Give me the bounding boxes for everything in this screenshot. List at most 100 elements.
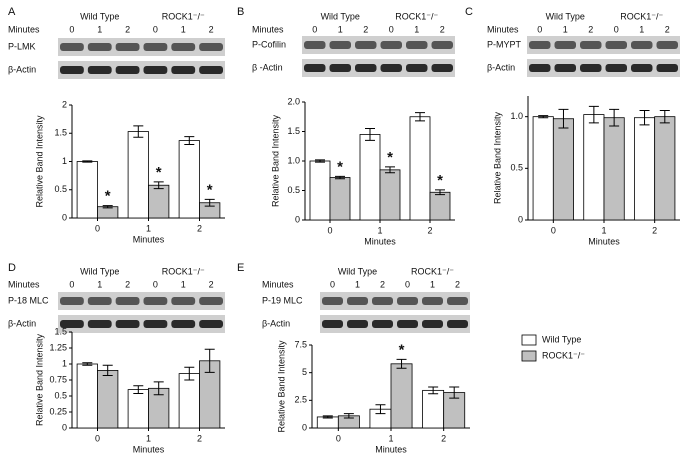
error-bar <box>204 198 215 207</box>
x-tick-label: 2 <box>441 433 446 443</box>
lane-label: 0 <box>389 24 394 34</box>
blot-band <box>143 297 168 305</box>
lane-label: 2 <box>125 24 130 34</box>
blot-band <box>171 297 196 305</box>
blot-band <box>304 41 326 49</box>
significance-mark: * <box>399 341 405 358</box>
blot-band <box>304 64 326 72</box>
blot-band <box>605 41 627 49</box>
blot-row-label: β-Actin <box>262 318 290 328</box>
x-tick-label: 0 <box>336 433 341 443</box>
y-tick-label: 1.5 <box>287 126 300 136</box>
blot-band <box>380 64 402 72</box>
error-bar <box>385 166 395 174</box>
error-bar <box>609 108 620 127</box>
y-tick-label: 0 <box>295 214 300 224</box>
blot-group-label: Wild Type <box>546 11 585 21</box>
blot-band <box>87 66 112 74</box>
blot-band <box>580 64 602 72</box>
blot-strip <box>527 36 680 54</box>
lane-label: 0 <box>330 279 335 289</box>
bar <box>97 369 119 429</box>
bar <box>76 363 98 429</box>
y-axis-label: Relative Band Intensity <box>34 115 44 208</box>
lane-label: 1 <box>181 24 186 34</box>
blot-group-label: ROCK1⁻/⁻ <box>411 266 454 276</box>
blot-band <box>115 320 140 328</box>
bar <box>634 117 656 221</box>
lane-label: 2 <box>440 24 445 34</box>
x-tick-label: 0 <box>95 433 100 443</box>
lane-label: 1 <box>97 279 102 289</box>
blot-strip <box>58 315 225 333</box>
lane-label: 1 <box>338 24 343 34</box>
lane-label: 0 <box>153 279 158 289</box>
lane-label: 2 <box>665 24 670 34</box>
blot-band <box>143 320 168 328</box>
x-tick-label: 1 <box>388 433 393 443</box>
y-axis-label: Relative Band Intensity <box>34 333 44 426</box>
blot-band <box>631 64 653 72</box>
x-tick-label: 2 <box>652 225 657 235</box>
blot-row-label: P-LMK <box>8 41 36 51</box>
blot-band <box>422 297 443 305</box>
y-tick-label: 1.25 <box>49 342 67 352</box>
blot-band <box>143 43 168 51</box>
significance-mark: * <box>105 188 111 205</box>
bar <box>127 131 149 219</box>
error-bar <box>538 115 549 119</box>
blot-band <box>87 297 112 305</box>
bar <box>178 373 200 429</box>
blot-row-label: P-18 MLC <box>8 295 49 305</box>
lane-label: 0 <box>537 24 542 34</box>
x-tick-label: 1 <box>377 225 382 235</box>
x-tick-label: 0 <box>551 225 556 235</box>
blot-strip <box>302 36 455 54</box>
blot-row-label: β-Actin <box>487 62 515 72</box>
error-bar <box>659 109 670 124</box>
error-bar <box>415 112 425 122</box>
bar <box>390 363 413 429</box>
error-bar <box>184 136 195 146</box>
bar <box>603 117 625 221</box>
lane-label: 1 <box>355 279 360 289</box>
blot-header: Minutes <box>8 24 40 34</box>
blot-strip <box>58 61 225 79</box>
lane-label: 0 <box>312 24 317 34</box>
bar <box>178 140 200 219</box>
y-tick-label: 7.5 <box>294 339 307 349</box>
lane-label: 0 <box>69 24 74 34</box>
bar <box>654 116 676 221</box>
lane-label: 1 <box>639 24 644 34</box>
blot-band <box>329 64 351 72</box>
y-tick-label: 0.5 <box>510 163 523 173</box>
lane-label: 1 <box>430 279 435 289</box>
blot-band <box>143 66 168 74</box>
significance-mark: * <box>337 158 343 175</box>
blot-band <box>115 297 140 305</box>
error-bar <box>133 385 144 394</box>
legend-swatch <box>521 334 537 346</box>
error-bar <box>315 159 325 163</box>
blot-header: Minutes <box>8 279 40 289</box>
x-tick-label: 1 <box>146 223 151 233</box>
bar <box>359 134 381 221</box>
blot-band <box>529 64 551 72</box>
blot-band <box>406 41 428 49</box>
error-bar <box>184 366 195 381</box>
blot-band <box>631 41 653 49</box>
blot-band <box>60 320 84 328</box>
blot-band <box>554 64 576 72</box>
bar <box>76 161 98 219</box>
y-tick-label: 1.0 <box>510 111 523 121</box>
bar <box>329 177 351 221</box>
blot-band <box>656 64 678 72</box>
error-bar <box>102 364 113 377</box>
blot-band <box>355 41 377 49</box>
blot-band <box>529 41 551 49</box>
blot-row-label: β-Actin <box>8 318 36 328</box>
x-axis-label: Minutes <box>133 444 165 454</box>
blot-row-label: P-MYPT <box>487 39 522 49</box>
y-tick-label: 0.5 <box>54 184 67 194</box>
blot-band <box>355 64 377 72</box>
